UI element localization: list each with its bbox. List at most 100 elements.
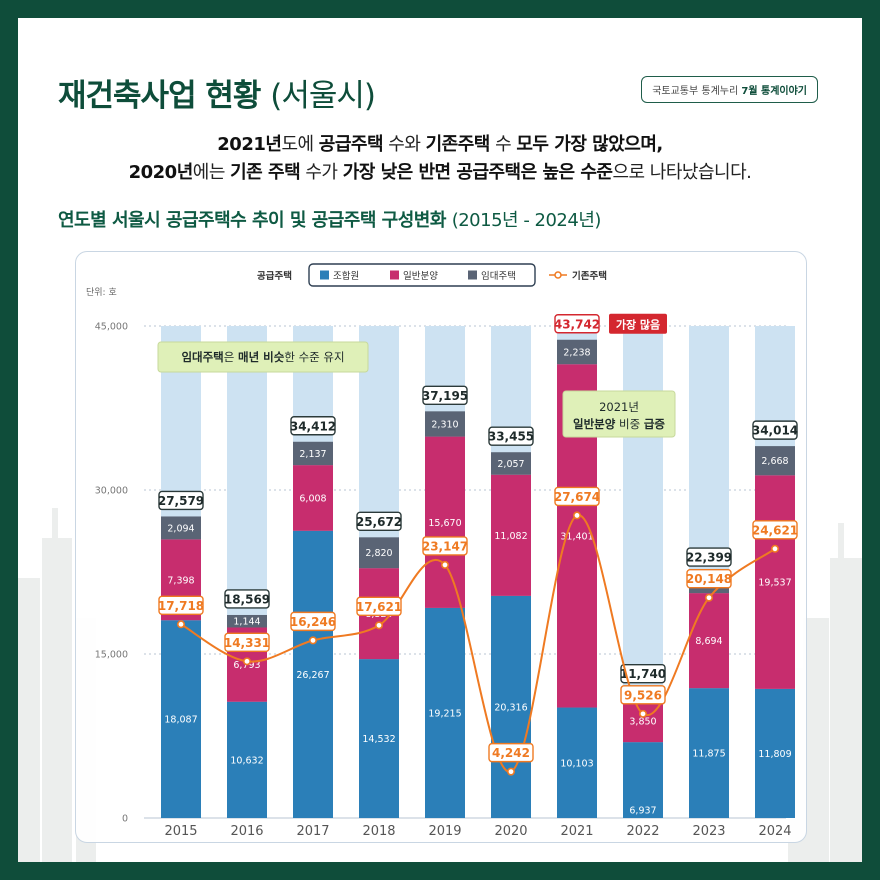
existing-label: 17,621 xyxy=(356,600,402,614)
total-label-box xyxy=(224,589,270,609)
legend: 공급주택 조합원 일반분양 임대주택 기존주택 xyxy=(257,263,607,287)
existing-label-box xyxy=(290,611,336,632)
x-tick-label: 2022 xyxy=(626,824,659,839)
bar-value-label: 11,082 xyxy=(494,531,527,542)
existing-label-box xyxy=(752,520,798,540)
bar-segment-rental xyxy=(227,614,267,628)
total-label-box xyxy=(752,420,798,440)
bar-segment-union xyxy=(623,742,663,818)
x-tick-label: 2015 xyxy=(164,824,197,839)
bar-segment-general xyxy=(293,465,333,531)
total-label: 33,455 xyxy=(488,430,534,444)
total-label-box xyxy=(488,426,534,446)
bar-value-label: 2,310 xyxy=(431,419,458,430)
existing-housing-point xyxy=(506,767,515,776)
bar-value-label: 10,103 xyxy=(560,758,593,769)
existing-housing-point xyxy=(572,511,581,520)
x-tick-label: 2020 xyxy=(494,824,527,839)
x-tick-label: 2023 xyxy=(692,824,725,839)
bar-value-label: 11,809 xyxy=(758,749,791,760)
existing-label: 23,147 xyxy=(422,539,468,553)
bar-segment-general xyxy=(425,436,465,608)
bar-segment-rental xyxy=(557,339,597,365)
existing-housing-point xyxy=(440,560,449,569)
total-label: 18,569 xyxy=(224,592,270,606)
infographic-card: 재건축사업 현황 (서울시) 국토교통부 통계누리 7월 통계이야기 2021년… xyxy=(18,18,862,862)
existing-label-box xyxy=(488,742,534,763)
general-note-part: 비중 xyxy=(615,417,643,431)
bar-value-label: 2,668 xyxy=(761,456,788,467)
x-tick-label: 2016 xyxy=(230,824,263,839)
existing-housing-point xyxy=(177,620,186,629)
bar-value-label: 3,850 xyxy=(629,717,656,728)
existing-housing-point xyxy=(309,636,318,645)
bar-value-label: 18,087 xyxy=(164,715,197,726)
total-label-box xyxy=(422,385,468,406)
total-label-box xyxy=(290,416,336,436)
bar-segment-general xyxy=(623,700,663,743)
page-title: 재건축사업 현황 (서울시) xyxy=(58,78,376,114)
summary-line-2: 2020년에는 기존 주택 수가 가장 낮은 반면 공급주택은 높은 수준으로 … xyxy=(128,162,752,183)
bar-segment-rental xyxy=(425,411,465,437)
x-tick-label: 2019 xyxy=(428,824,461,839)
total-label-box xyxy=(356,511,402,532)
bar-value-label: 7,398 xyxy=(167,575,194,586)
y-tick-label: 0 xyxy=(122,814,128,825)
rental-note-part: 은 xyxy=(224,350,238,364)
bar-segment-union xyxy=(161,620,201,818)
general-note-line2: 일반분양 비중 급증 xyxy=(573,417,665,431)
max-badge-label: 가장 많음 xyxy=(616,317,660,331)
existing-housing-point xyxy=(704,593,713,602)
existing-label-box xyxy=(356,596,402,617)
general-note-line1: 2021년 xyxy=(599,400,639,414)
existing-label-box xyxy=(620,685,666,705)
y-tick-label: 45,000 xyxy=(95,322,128,333)
legend-label-existing: 기존주택 xyxy=(572,270,607,282)
chart-panel: 단위: 호 공급주택 조합원 일반분양 임대주택 기존주택 0 15,000 30,000 45,… xyxy=(75,251,807,843)
bar-value-label: 2,137 xyxy=(299,449,326,460)
general-note-part: 급증 xyxy=(644,417,666,431)
bar-segment-rental xyxy=(293,441,333,466)
legend-box xyxy=(308,263,536,287)
general-note-box xyxy=(562,390,676,438)
bar-segment-union xyxy=(359,659,399,818)
legend-swatch-1 xyxy=(390,270,399,280)
total-label: 43,742 xyxy=(554,317,600,331)
bar-value-label: 2,094 xyxy=(167,523,194,534)
total-label: 25,672 xyxy=(356,515,402,529)
legend-label-0: 조합원 xyxy=(333,271,359,282)
total-label: 11,740 xyxy=(620,667,666,681)
rental-note-part: 한 수준 유지 xyxy=(284,350,344,364)
bar-value-label: 15,670 xyxy=(428,518,461,529)
rental-note-part: 임대주택 xyxy=(181,350,223,364)
general-note-part: 일반분양 xyxy=(573,417,616,431)
bar-value-label: 2,820 xyxy=(365,548,392,559)
rental-note-box xyxy=(157,341,369,373)
bar-value-label: 10,632 xyxy=(230,755,263,766)
bar-segment-general xyxy=(491,474,531,596)
bar-value-label: 20,316 xyxy=(494,702,527,713)
existing-label: 14,331 xyxy=(224,636,270,650)
existing-label-box xyxy=(422,536,468,556)
total-label: 34,014 xyxy=(752,424,798,438)
bar-segment-rental xyxy=(359,537,399,569)
legend-label-1: 일반분양 xyxy=(403,271,438,282)
existing-housing-point xyxy=(638,709,647,718)
bar-value-label: 11,875 xyxy=(692,749,725,760)
rental-note-text: 임대주택은 매년 비슷한 수준 유지 xyxy=(181,350,344,364)
legend-group-label: 공급주택 xyxy=(257,270,292,282)
bar-value-label: 19,537 xyxy=(758,578,791,589)
bar-value-label: 6,008 xyxy=(299,493,326,504)
total-label-box xyxy=(686,547,732,567)
bar-segment-rental xyxy=(491,452,531,475)
bar-value-label: 2,057 xyxy=(497,459,524,470)
bar-value-label: 2,238 xyxy=(563,347,590,358)
existing-housing-point xyxy=(374,621,383,630)
rental-note-callout: 임대주택은 매년 비슷한 수준 유지 xyxy=(157,341,369,373)
bar-value-label: 6,793 xyxy=(233,660,260,671)
bar-value-label: 26,267 xyxy=(296,670,329,681)
existing-label: 17,718 xyxy=(158,599,204,613)
total-label-box xyxy=(158,490,204,511)
existing-label: 20,148 xyxy=(686,572,732,586)
